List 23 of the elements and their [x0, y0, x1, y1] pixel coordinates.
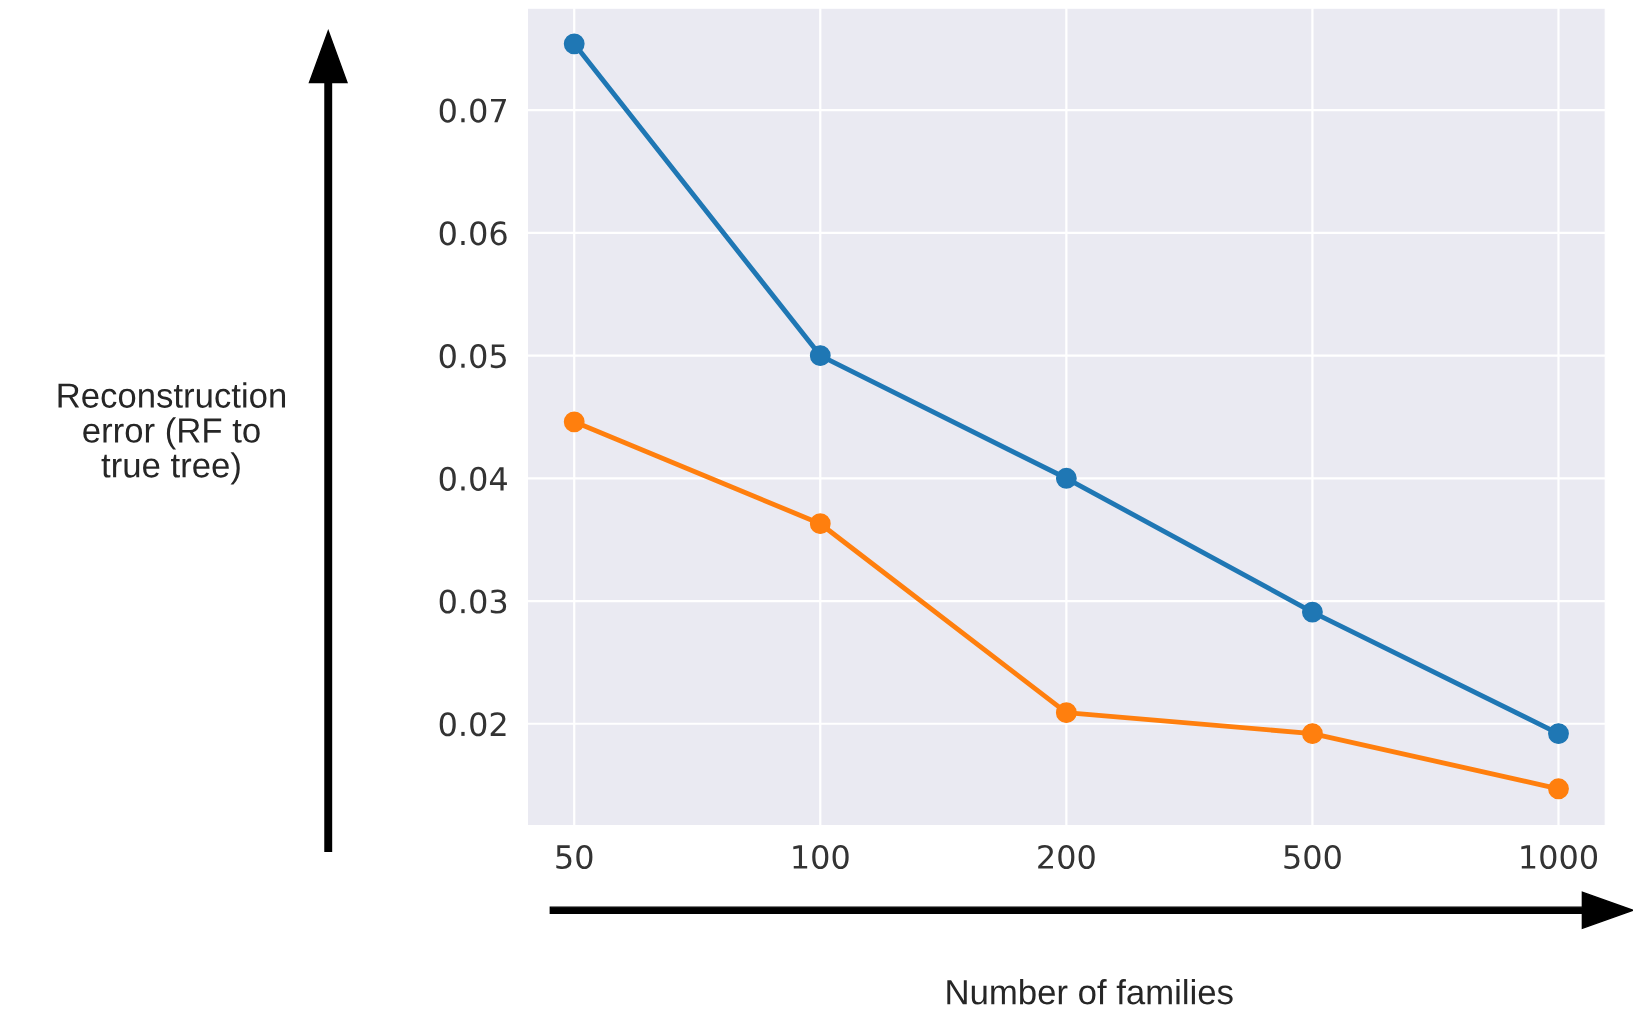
- x-axis-title: Number of families: [947, 978, 1233, 1005]
- point: [1055, 467, 1077, 489]
- x-tick-label: 1000: [1521, 844, 1598, 870]
- point: [1548, 723, 1569, 744]
- x-tick-label: 500: [1284, 844, 1341, 870]
- y-tick-label: 0.02: [439, 712, 506, 737]
- x-tick-label: 100: [793, 844, 849, 870]
- point: [1302, 601, 1323, 623]
- point: [809, 513, 831, 535]
- point: [1548, 778, 1569, 800]
- point: [1055, 702, 1077, 724]
- y-axis-title: Reconstruction error (RF to true tree): [58, 382, 286, 485]
- point: [809, 345, 831, 366]
- y-tick-label: 0.06: [439, 221, 507, 246]
- y-tick-label: 0.03: [439, 589, 507, 614]
- y-tick-label: 0.07: [439, 98, 506, 123]
- point: [1302, 723, 1323, 744]
- x-tick-label: 200: [1038, 844, 1095, 870]
- y-tick-label: 0.05: [439, 343, 506, 369]
- x-tick-label: 50: [556, 844, 593, 870]
- point: [563, 33, 585, 55]
- point: [563, 411, 585, 433]
- y-tick-label: 0.04: [439, 466, 507, 491]
